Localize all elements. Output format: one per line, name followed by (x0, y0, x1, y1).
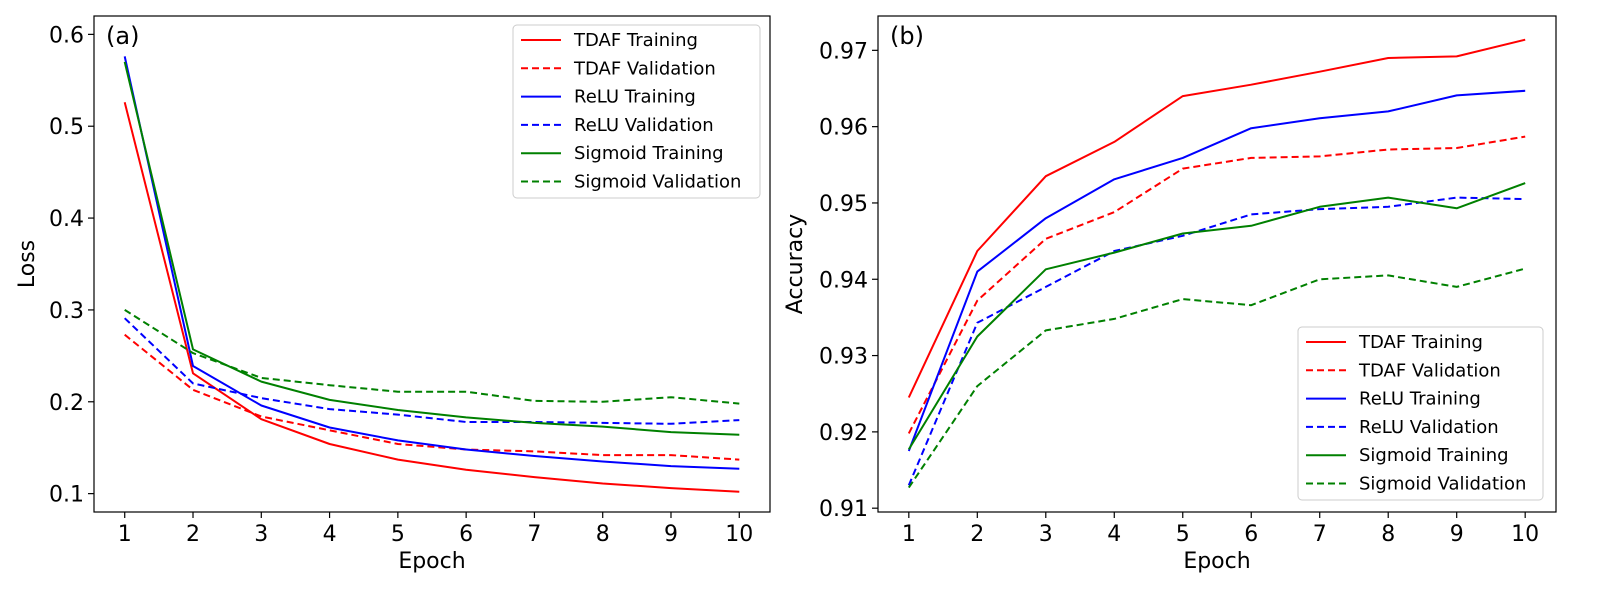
series-line-tdaf-validation (907, 135, 1526, 434)
x-tick-label: 4 (323, 522, 337, 547)
x-tick-label: 2 (970, 522, 984, 547)
y-tick-label: 0.95 (819, 192, 868, 217)
y-tick-label: 0.3 (49, 299, 84, 324)
y-tick-label: 0.94 (819, 268, 868, 293)
y-tick-label: 0.5 (49, 115, 84, 140)
y-axis-label: Accuracy (783, 214, 808, 314)
series-line-relu-training (123, 56, 740, 470)
x-tick-label: 6 (459, 522, 473, 547)
legend-box (512, 24, 761, 199)
axes-frame (877, 15, 1557, 513)
legend-entry-label: TDAF Training (573, 30, 698, 51)
x-tick-label: 5 (1176, 522, 1190, 547)
legend-entry-label: Sigmoid Training (1359, 445, 1509, 466)
series-line-sigmoid-validation (124, 309, 740, 405)
legend: TDAF Training TDAF Validation ReLU Trainin… (512, 24, 761, 199)
series-line-relu-training (907, 89, 1526, 452)
legend-entry-label: ReLU Validation (1359, 417, 1499, 438)
x-tick-label: 1 (118, 522, 132, 547)
chart-panel-a: 1 2 3 4 5 6 7 8 9 10 0.1 0.2 0.3 0.4 0.5 0.6 Epoch Loss (a… (15, 15, 771, 574)
legend-entry-label: Sigmoid Validation (574, 172, 741, 193)
legend-entry-label: Sigmoid Training (574, 143, 724, 164)
x-tick-label: 9 (1450, 522, 1464, 547)
y-tick-label: 0.93 (819, 345, 868, 370)
legend-entry-label: Sigmoid Validation (1359, 474, 1526, 495)
series-line-relu-validation (124, 317, 740, 425)
legend-entry-label: TDAF Validation (573, 58, 716, 79)
x-axis-label: Epoch (1183, 549, 1250, 574)
series-line-tdaf-training (123, 102, 740, 493)
y-tick-label: 0.1 (49, 483, 84, 508)
x-tick-label: 10 (725, 522, 753, 547)
series-line-tdaf-training (907, 38, 1526, 398)
series-line-sigmoid-training (907, 182, 1526, 450)
legend: TDAF Training TDAF Validation ReLU Trainin… (1297, 326, 1544, 501)
legend-entry-label: TDAF Training (1358, 332, 1483, 353)
x-tick-label: 9 (664, 522, 678, 547)
y-tick-label: 0.2 (49, 391, 84, 416)
panel-label: (a) (106, 22, 139, 50)
axes-frame (93, 15, 771, 513)
series-line-tdaf-validation (124, 333, 740, 461)
legend-entry-label: TDAF Validation (1358, 360, 1501, 381)
x-tick-label: 8 (1381, 522, 1395, 547)
x-tick-label: 8 (596, 522, 610, 547)
x-tick-label: 6 (1244, 522, 1258, 547)
series-line-sigmoid-training (123, 61, 740, 436)
legend-entry-label: ReLU Validation (574, 115, 714, 136)
legend-entry-label: ReLU Training (574, 87, 696, 108)
y-tick-label: 0.91 (819, 497, 868, 522)
x-tick-label: 1 (902, 522, 916, 547)
y-axis-label: Loss (15, 240, 40, 288)
x-axis-label: Epoch (398, 549, 465, 574)
x-tick-label: 2 (186, 522, 200, 547)
x-tick-label: 3 (1039, 522, 1053, 547)
legend-entry-label: ReLU Training (1359, 389, 1481, 410)
x-tick-label: 3 (254, 522, 268, 547)
legend-box (1297, 326, 1544, 501)
y-tick-label: 0.6 (49, 23, 84, 48)
y-tick-label: 0.4 (49, 207, 84, 232)
y-tick-label: 0.92 (819, 421, 868, 446)
x-tick-label: 7 (1313, 522, 1327, 547)
x-tick-label: 10 (1511, 522, 1539, 547)
series-line-sigmoid-validation (907, 267, 1526, 489)
x-tick-label: 5 (391, 522, 405, 547)
y-tick-label: 0.96 (819, 116, 868, 141)
panel-label: (b) (890, 22, 924, 50)
chart-panel-b: 1 2 3 4 5 6 7 8 9 10 0.91 0.92 0.93 0.94 0.95 0.96 0.97 E… (783, 15, 1557, 574)
x-tick-label: 7 (527, 522, 541, 547)
x-tick-label: 4 (1107, 522, 1121, 547)
y-tick-label: 0.97 (819, 39, 868, 64)
